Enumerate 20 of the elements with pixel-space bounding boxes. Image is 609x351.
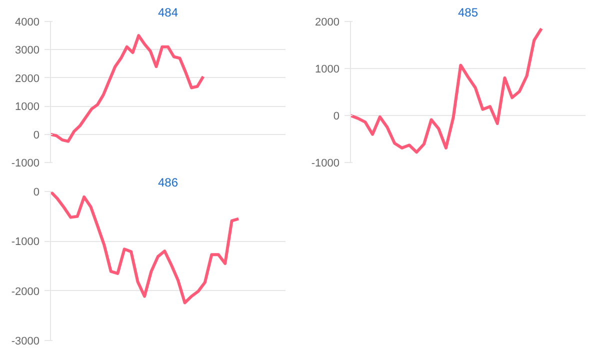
y-tick-label: 4000 [15, 16, 40, 28]
y-tick-label: -3000 [11, 336, 40, 348]
line-series [50, 192, 240, 304]
chart-title: 485 [458, 6, 478, 20]
y-tick-label: 1000 [315, 64, 340, 76]
chart-title: 486 [158, 176, 178, 190]
y-tick-label: 1000 [15, 101, 40, 114]
y-tick-label: 0 [33, 129, 40, 142]
y-tick-label: 0 [333, 110, 340, 122]
y-tick-label: 3000 [15, 44, 40, 57]
chart-title: 484 [158, 6, 178, 20]
line-series [50, 34, 205, 143]
y-tick-label: -1000 [311, 158, 340, 170]
y-tick-label: 0 [33, 186, 40, 198]
y-tick-label: 2000 [315, 16, 340, 28]
y-tick-label: 2000 [15, 72, 40, 85]
y-tick-label: -1000 [11, 236, 40, 248]
y-tick-label: -2000 [11, 286, 40, 298]
line-series [350, 27, 543, 154]
y-tick-label: -1000 [11, 158, 40, 170]
